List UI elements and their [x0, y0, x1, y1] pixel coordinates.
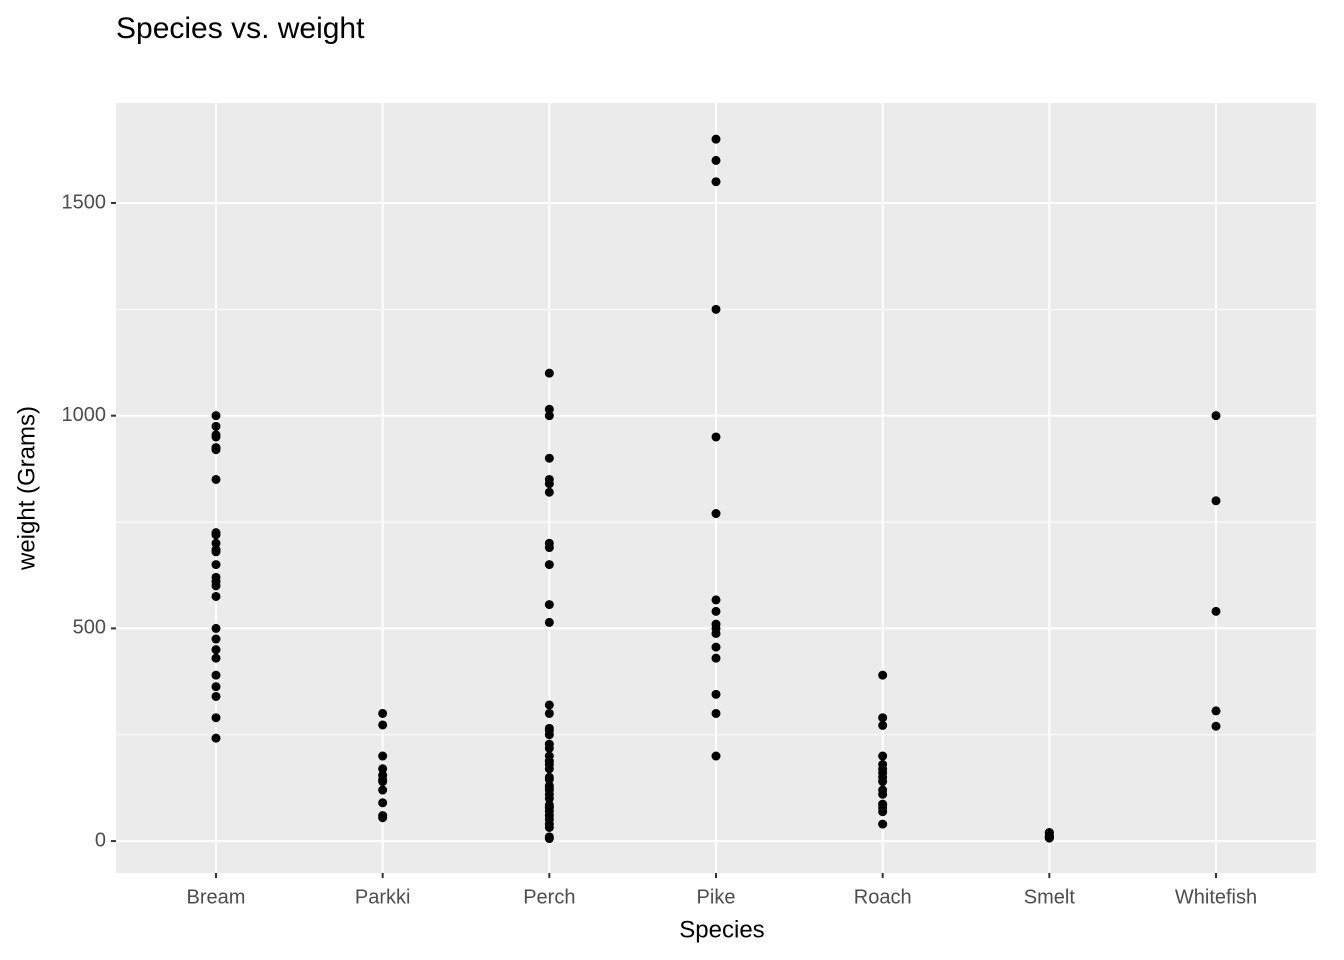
point	[711, 304, 721, 314]
point	[544, 560, 554, 570]
point	[711, 595, 721, 605]
x-tick-label: Roach	[854, 886, 912, 908]
point	[711, 689, 721, 699]
point	[211, 432, 221, 442]
point	[544, 774, 554, 784]
point	[378, 708, 388, 718]
x-tick-label: Smelt	[1024, 886, 1076, 908]
point	[711, 628, 721, 638]
y-tick-label: 0	[95, 829, 106, 851]
x-tick-label: Pike	[697, 886, 736, 908]
point	[878, 819, 888, 829]
point	[1211, 706, 1221, 716]
point	[544, 479, 554, 489]
point	[711, 606, 721, 616]
point	[378, 777, 388, 787]
point	[378, 720, 388, 730]
point	[544, 404, 554, 414]
point	[1211, 496, 1221, 506]
point	[878, 670, 888, 680]
point	[544, 368, 554, 378]
point	[211, 581, 221, 591]
point	[378, 813, 388, 823]
point	[211, 474, 221, 484]
point	[211, 691, 221, 701]
point	[878, 713, 888, 723]
x-tick-label: Parkki	[355, 886, 411, 908]
point	[378, 751, 388, 761]
point	[211, 538, 221, 548]
point	[544, 617, 554, 627]
point	[211, 445, 221, 455]
point	[211, 547, 221, 557]
point	[878, 807, 888, 817]
y-tick-label: 1500	[62, 191, 107, 213]
point	[544, 600, 554, 610]
point	[378, 764, 388, 774]
point	[211, 421, 221, 431]
point	[378, 798, 388, 808]
y-axis-title: weight (Grams)	[13, 406, 40, 571]
y-tick-label: 500	[73, 617, 106, 639]
point	[211, 530, 221, 540]
point	[544, 794, 554, 804]
point	[211, 670, 221, 680]
point	[211, 645, 221, 655]
point	[711, 751, 721, 761]
point	[378, 785, 388, 795]
point	[711, 653, 721, 663]
point	[211, 713, 221, 723]
chart-title: Species vs. weight	[116, 12, 365, 45]
point	[544, 487, 554, 497]
point	[544, 700, 554, 710]
point	[211, 623, 221, 633]
point	[211, 591, 221, 601]
x-tick-label: Perch	[523, 886, 575, 908]
point	[711, 509, 721, 519]
y-tick-label: 1000	[62, 404, 107, 426]
point	[1044, 833, 1054, 843]
point	[544, 834, 554, 844]
point	[544, 822, 554, 832]
point	[211, 560, 221, 570]
point	[544, 708, 554, 718]
x-axis-title: Species	[679, 916, 764, 943]
point	[1211, 411, 1221, 421]
x-tick-label: Whitefish	[1175, 886, 1257, 908]
point	[878, 777, 888, 787]
point	[711, 155, 721, 165]
point	[711, 642, 721, 652]
x-tick-label: Bream	[187, 886, 246, 908]
point	[1211, 721, 1221, 731]
point	[711, 134, 721, 144]
point	[544, 453, 554, 463]
point	[211, 411, 221, 421]
point	[211, 733, 221, 743]
point	[211, 653, 221, 663]
point	[211, 682, 221, 692]
point	[711, 432, 721, 442]
point	[1211, 606, 1221, 616]
point	[878, 789, 888, 799]
point	[878, 751, 888, 761]
point	[544, 730, 554, 740]
point	[544, 743, 554, 753]
point	[711, 708, 721, 718]
point	[878, 720, 888, 730]
point	[544, 411, 554, 421]
point	[544, 543, 554, 553]
point	[211, 634, 221, 644]
point	[544, 764, 554, 774]
marks	[211, 134, 1221, 844]
point	[711, 177, 721, 187]
